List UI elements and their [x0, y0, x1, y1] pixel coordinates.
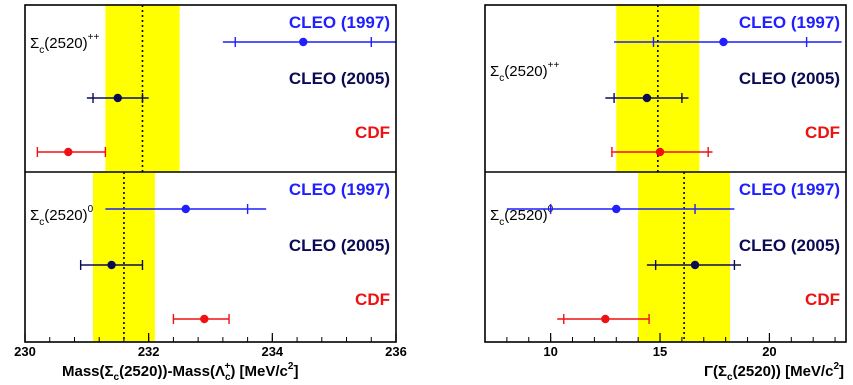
data-point	[642, 93, 652, 103]
x-axis-title-mid: (2520))-Mass(Λ	[119, 363, 225, 380]
experiment-label: CLEO (2005)	[739, 236, 840, 255]
data-point	[181, 204, 190, 214]
measurement-cleo-1997: CLEO (1997)	[614, 13, 842, 47]
data-point	[299, 37, 308, 47]
data-point	[113, 93, 122, 103]
experiment-label: CLEO (2005)	[289, 69, 390, 88]
panel-frame	[24, 4, 397, 343]
x-tick-label: 20	[762, 344, 776, 359]
x-axis-title-pre: Mass(Σ	[62, 363, 114, 380]
state-label: Σc(2520)0	[490, 204, 554, 228]
measurement-cdf: CDF	[557, 290, 840, 324]
state-label-sup: 0	[88, 204, 94, 215]
data-point	[107, 260, 116, 270]
experiment-label: CLEO (1997)	[739, 180, 840, 199]
state-label-sub: c	[39, 45, 44, 56]
experiment-label: CLEO (1997)	[289, 13, 390, 32]
x-axis-title-sup3: 2	[833, 361, 839, 372]
measurement-cleo-1997: CLEO (1997)	[105, 180, 390, 214]
experiment-label: CDF	[805, 290, 840, 309]
measurement-cleo-2005: CLEO (2005)	[79, 236, 390, 270]
x-axis-title: Γ(Σc(2520)) [MeV/c2]	[704, 361, 844, 383]
x-axis-title-sub2: c	[225, 372, 231, 383]
x-axis-title-sub: c	[114, 372, 120, 383]
measurement-cleo-1997: CLEO (1997)	[222, 13, 396, 47]
measurement-cleo-2005: CLEO (2005)	[605, 69, 840, 103]
state-label-sub: c	[39, 217, 44, 228]
x-axis-title-tail: ]	[839, 363, 844, 380]
state-label-rest: (2520)	[504, 63, 547, 80]
experiment-label: CLEO (2005)	[289, 236, 390, 255]
x-tick-label: 234	[261, 344, 283, 359]
x-tick-label: 230	[14, 344, 36, 359]
state-label: Σc(2520)++	[30, 32, 99, 56]
x-axis-title-sub: c	[727, 372, 733, 383]
x-axis-title-sup3: 2	[288, 361, 294, 372]
data-point	[655, 147, 665, 157]
state-label: Σc(2520)0	[30, 204, 94, 228]
measurement-cleo-2005: CLEO (2005)	[646, 236, 840, 270]
panel-frame	[484, 4, 847, 343]
width-panel: Σc(2520)++CLEO (1997)CLEO (2005)CDFΣc(25…	[484, 4, 847, 383]
average-band	[616, 5, 700, 172]
data-point	[690, 260, 700, 270]
x-tick-label: 236	[385, 344, 407, 359]
state-label-sub: c	[499, 73, 504, 84]
data-point	[612, 204, 621, 214]
data-point	[64, 147, 73, 157]
x-axis-title-post: ) [MeV/c	[230, 363, 288, 380]
x-axis-title-tail: ]	[293, 363, 298, 380]
x-tick-label: 10	[543, 344, 557, 359]
measurement-cdf: CDF	[36, 123, 390, 157]
state-label-base: Σ	[490, 207, 499, 224]
state-label: Σc(2520)++	[490, 60, 559, 84]
data-point	[200, 314, 209, 324]
mass-panel: Σc(2520)++CLEO (1997)CLEO (2005)CDFΣc(25…	[14, 4, 407, 383]
x-tick-label: 232	[138, 344, 160, 359]
state-label-rest: (2520)	[504, 207, 547, 224]
state-label-rest: (2520)	[44, 35, 87, 52]
measurement-cdf: CDF	[611, 123, 840, 157]
experiment-label: CDF	[355, 123, 390, 142]
row-plusplus: Σc(2520)++ CLEO (1997) CLEO (2005) CDF	[490, 5, 842, 172]
measurement-cdf: CDF	[172, 290, 390, 324]
experiment-label: CDF	[355, 290, 390, 309]
row-zero: Σc(2520)0 CLEO (1997) CLEO (2005) CDF	[30, 172, 390, 342]
data-point	[719, 37, 728, 47]
experiment-label: CLEO (2005)	[739, 69, 840, 88]
state-label-base: Σ	[30, 207, 39, 224]
experiment-label: CDF	[805, 123, 840, 142]
x-axis-title-mid: (2520)) [MeV/c	[733, 363, 834, 380]
average-band	[105, 5, 180, 172]
x-axis-title-sup2: +	[225, 361, 231, 372]
row-zero: Σc(2520)0 CLEO (1997) CLEO (2005) CDF	[490, 172, 840, 342]
state-label-base: Σ	[490, 63, 499, 80]
state-label-rest: (2520)	[44, 207, 87, 224]
x-axis-title: Mass(Σc(2520))-Mass(Λc+) [MeV/c2]	[62, 361, 298, 383]
measurement-cleo-2005: CLEO (2005)	[86, 69, 390, 103]
measurement-cleo-1997: CLEO (1997)	[506, 180, 840, 214]
state-label-sup: ++	[88, 32, 100, 43]
data-point	[601, 314, 610, 324]
x-axis-title-pre: Γ(Σ	[704, 363, 727, 380]
experiment-label: CLEO (1997)	[739, 13, 840, 32]
state-label-base: Σ	[30, 35, 39, 52]
state-label-sub: c	[499, 217, 504, 228]
x-tick-label: 15	[653, 344, 667, 359]
row-plusplus: Σc(2520)++ CLEO (1997) CLEO (2005) CDF	[30, 5, 396, 172]
state-label-sup: ++	[548, 60, 560, 71]
experiment-label: CLEO (1997)	[289, 180, 390, 199]
